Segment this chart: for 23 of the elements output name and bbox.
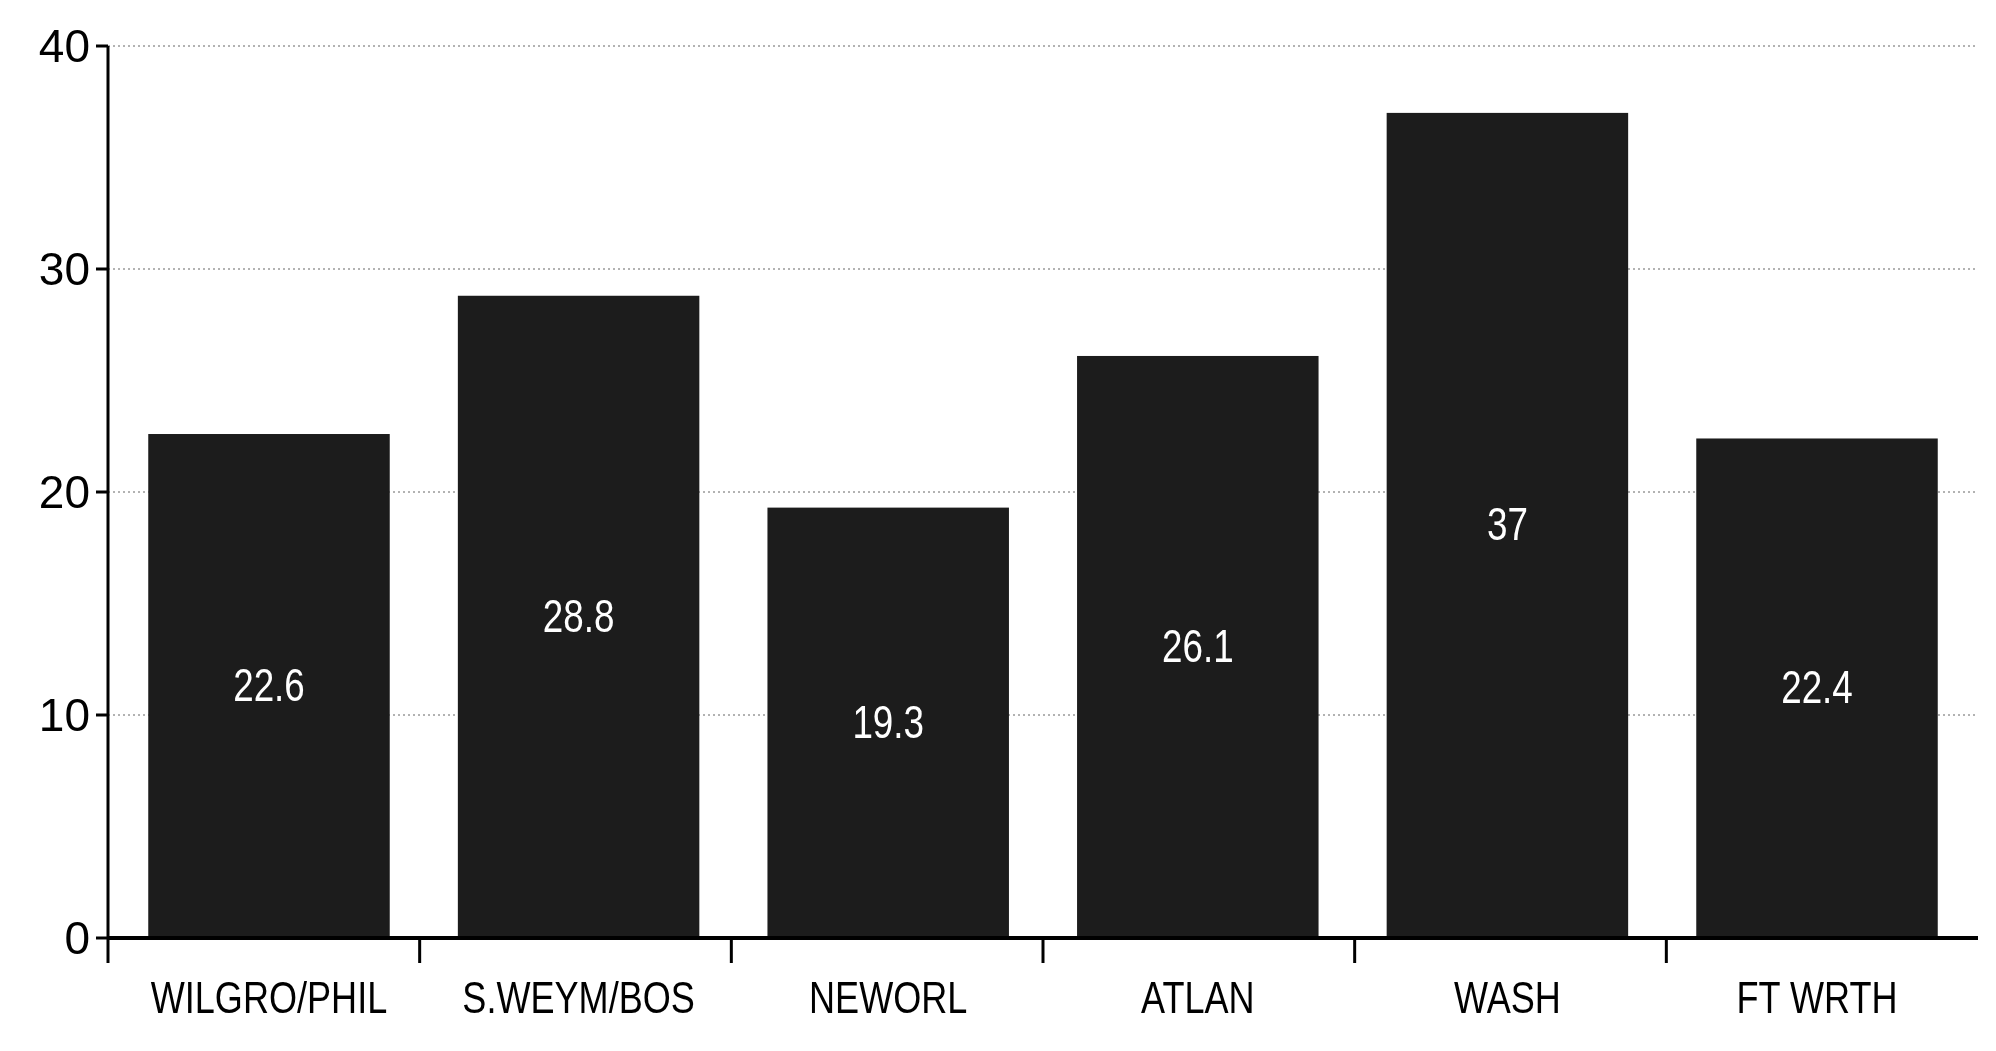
x-tick-label: WILGRO/PHIL <box>150 973 388 1023</box>
y-tick-label: 10 <box>38 689 90 741</box>
data-label: 22.4 <box>1781 661 1853 714</box>
bar <box>1077 355 1319 938</box>
data-label: 28.8 <box>542 589 615 642</box>
data-label: 19.3 <box>852 695 924 748</box>
bar <box>148 434 390 938</box>
data-label: 22.6 <box>233 659 305 711</box>
x-tick-label: NEWORL <box>809 973 968 1023</box>
bar <box>1386 112 1629 938</box>
bar <box>457 295 700 938</box>
y-tick-label: 30 <box>38 243 90 295</box>
x-tick-label: FT WRTH <box>1736 973 1898 1023</box>
y-tick-label: 20 <box>38 466 90 518</box>
y-tick-label: 0 <box>64 912 90 964</box>
data-label: 37 <box>1486 498 1528 551</box>
x-tick-label: WASH <box>1453 973 1561 1023</box>
x-tick-label: S.WEYM/BOS <box>462 973 695 1023</box>
bar <box>1696 438 1938 938</box>
data-label: 26.1 <box>1162 620 1234 672</box>
x-tick-label: ATLAN <box>1141 973 1255 1023</box>
bar <box>767 507 1009 938</box>
y-tick-label: 40 <box>38 20 90 72</box>
